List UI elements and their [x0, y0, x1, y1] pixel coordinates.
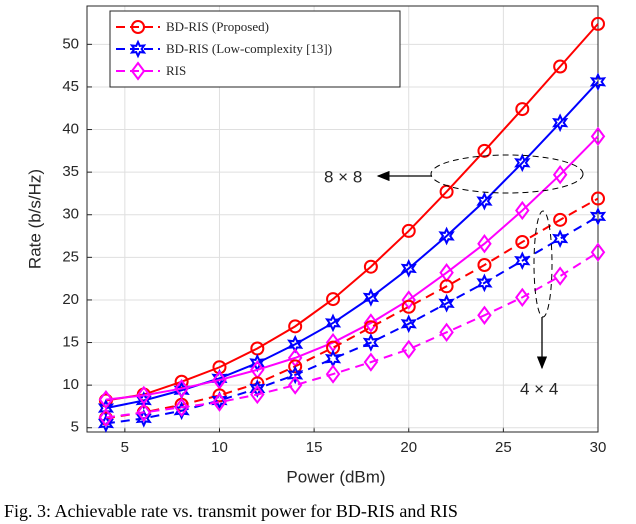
marker: [212, 392, 227, 412]
annotation-ellipse: [430, 154, 584, 194]
marker: [287, 365, 304, 385]
marker: [288, 359, 303, 374]
x-tick-label: 20: [400, 439, 417, 456]
y-tick-label: 5: [71, 419, 79, 436]
marker: [98, 407, 114, 428]
legend-label: RIS: [166, 63, 186, 78]
marker: [514, 251, 531, 271]
marker: [325, 364, 341, 384]
marker: [362, 333, 380, 352]
marker: [401, 290, 416, 310]
marker: [438, 293, 455, 313]
marker: [400, 314, 417, 334]
marker: [553, 212, 568, 227]
series: [98, 242, 606, 428]
marker: [515, 287, 530, 308]
marker: [401, 339, 416, 360]
marker: [553, 59, 568, 74]
marker: [363, 352, 379, 372]
marker: [477, 305, 492, 325]
marker: [324, 313, 342, 333]
y-tick-label: 45: [62, 78, 79, 95]
marker: [477, 143, 492, 158]
x-tick-label: 5: [121, 439, 129, 456]
legend: BD-RIS (Proposed) BD-RIS (Low-complexity …: [109, 10, 401, 88]
y-tick-label: 30: [62, 206, 79, 223]
marker: [439, 322, 454, 342]
x-axis-label: Power (dBm): [286, 467, 385, 486]
marker: [98, 389, 114, 410]
marker: [590, 126, 606, 147]
annotation: 4 × 4: [520, 379, 558, 398]
x-tick-label: 10: [211, 439, 228, 456]
marker: [136, 402, 152, 423]
series: [97, 207, 607, 433]
marker: [514, 153, 531, 173]
marker: [97, 414, 115, 433]
marker: [439, 279, 454, 294]
y-tick-label: 20: [62, 291, 79, 308]
marker: [324, 349, 342, 369]
caption: Fig. 3: Achievable rate vs. transmit pow…: [4, 501, 458, 521]
legend-label: BD-RIS (Low-complexity [13]): [166, 41, 332, 56]
x-tick-label: 30: [590, 439, 607, 456]
annotation-ellipse: [533, 210, 553, 318]
marker: [211, 391, 228, 410]
line: [105, 81, 599, 410]
marker: [552, 113, 569, 133]
plot-frame: [86, 5, 599, 433]
x-tick-label: 25: [495, 439, 512, 456]
legend-marker: [130, 61, 146, 81]
marker: [515, 102, 530, 117]
marker: [476, 191, 493, 211]
marker: [212, 370, 227, 390]
marker: [589, 207, 607, 226]
y-tick-label: 50: [62, 35, 79, 52]
marker: [400, 259, 417, 278]
y-axis-label: Rate (b/s/Hz): [25, 169, 44, 269]
annotation: 8 × 8: [324, 167, 362, 186]
marker: [287, 375, 303, 395]
marker: [362, 288, 380, 307]
y-tick-label: 40: [62, 121, 79, 138]
marker: [211, 368, 228, 388]
marker: [515, 200, 530, 221]
marker: [326, 292, 341, 307]
y-tick-label: 10: [62, 376, 79, 393]
marker: [401, 299, 416, 314]
line: [105, 135, 599, 401]
marker: [174, 378, 189, 399]
marker: [438, 226, 455, 246]
marker: [515, 235, 530, 250]
marker: [477, 234, 492, 254]
legend-label: BD-RIS (Proposed): [166, 19, 269, 34]
x-tick-label: 15: [306, 439, 323, 456]
marker: [477, 258, 492, 273]
marker: [476, 273, 493, 293]
marker: [552, 165, 568, 185]
marker: [590, 242, 606, 262]
marker: [212, 388, 227, 403]
marker: [591, 191, 605, 206]
marker: [174, 397, 189, 417]
marker: [363, 259, 378, 274]
legend-marker: [129, 39, 147, 59]
marker: [591, 16, 605, 31]
y-tick-label: 25: [62, 248, 79, 265]
marker: [552, 266, 568, 286]
marker: [589, 72, 607, 92]
legend-marker: [131, 20, 145, 34]
y-tick-label: 35: [62, 163, 79, 180]
marker: [363, 313, 379, 333]
y-tick-label: 15: [62, 334, 79, 351]
marker: [250, 384, 265, 405]
marker: [401, 223, 416, 238]
marker: [135, 409, 152, 428]
marker: [552, 229, 569, 248]
marker: [288, 319, 303, 334]
